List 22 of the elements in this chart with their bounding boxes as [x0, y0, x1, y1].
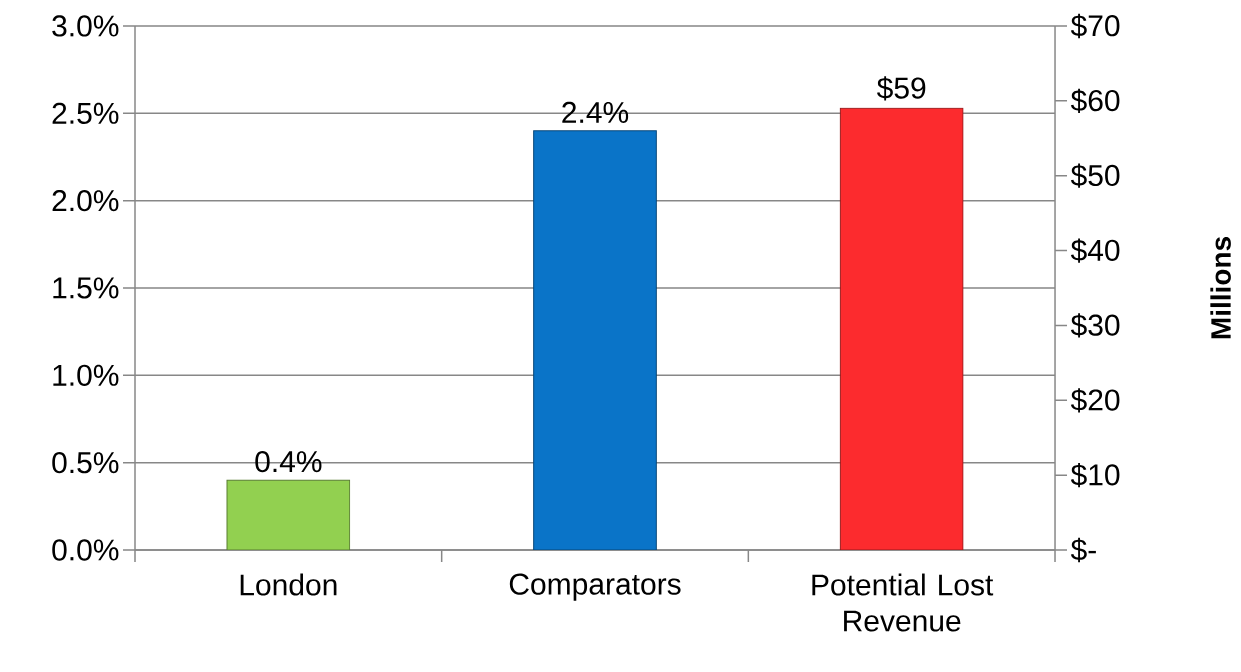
y2-tick-label: $20: [1070, 388, 1120, 413]
y-tick-label: 0.5%: [52, 452, 119, 474]
y2-tick-label: $40: [1070, 238, 1120, 263]
x-tick-label: Potential Lost Revenue: [812, 573, 994, 632]
data-label: $59: [876, 76, 926, 101]
y-tick-label: 2.5%: [52, 102, 119, 124]
y2-tick-label: $10: [1070, 463, 1120, 488]
y2-tick-label: $50: [1070, 163, 1120, 188]
y2-axis-title: Millions: [1210, 237, 1231, 339]
data-label: 2.4%: [562, 101, 629, 123]
x-tick-label: London: [240, 573, 337, 596]
y2-tick-label: $70: [1070, 13, 1120, 39]
y-tick-label: 2.0%: [52, 190, 119, 212]
y-tick-label: 0.0%: [52, 539, 119, 561]
y2-tick-label: $30: [1070, 313, 1120, 338]
y-tick-label: 1.5%: [53, 277, 119, 299]
x-tick-label: Comparators: [509, 573, 681, 601]
data-label: 0.4%: [255, 451, 322, 473]
y2-tick-label: $-: [1070, 537, 1096, 563]
y-tick-label: 3.0%: [52, 15, 119, 37]
y2-tick-label: $60: [1070, 88, 1120, 113]
y-tick-label: 1.0%: [53, 364, 119, 386]
